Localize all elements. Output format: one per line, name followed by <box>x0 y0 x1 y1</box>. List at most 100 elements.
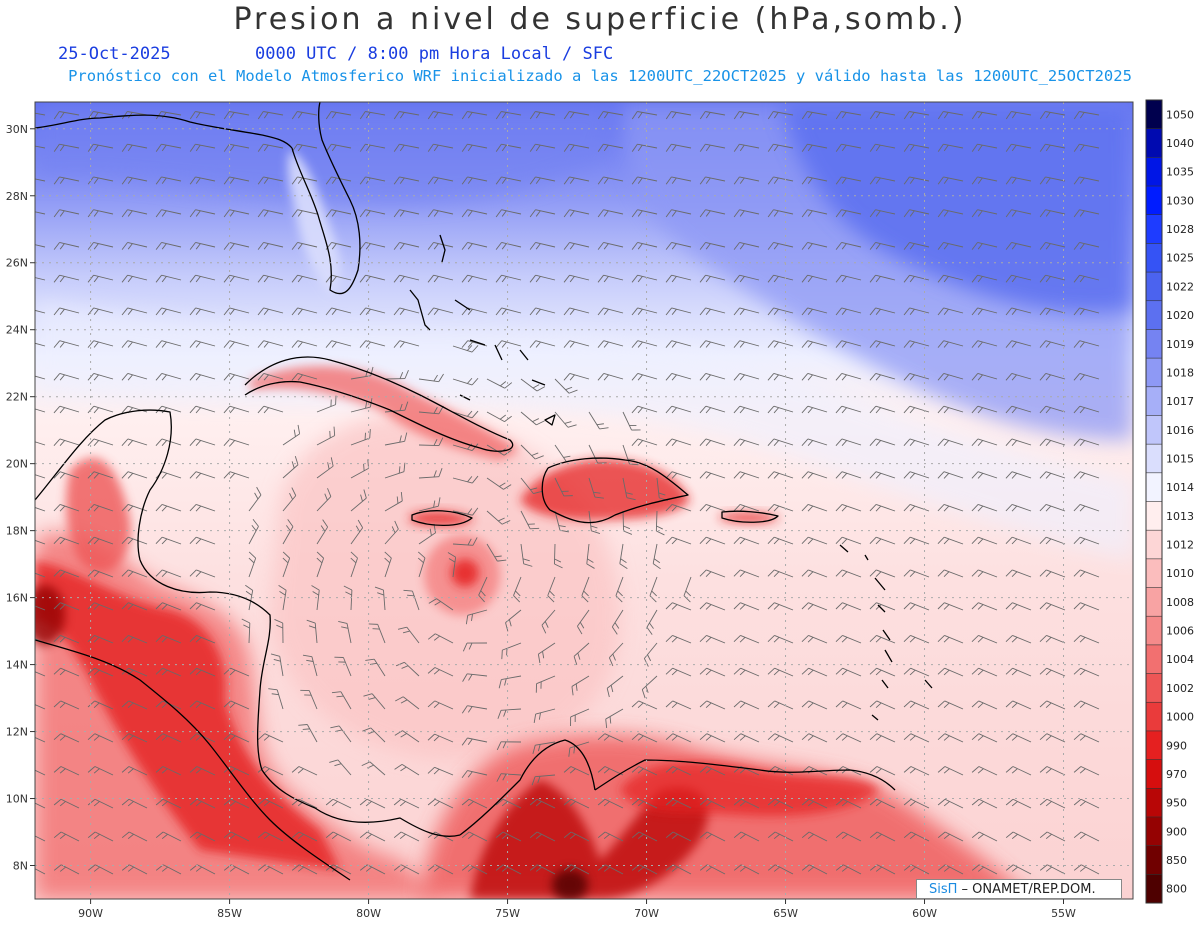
wind-barb-staff <box>943 307 964 314</box>
plot-frame <box>34 101 1134 900</box>
wind-barb-flag <box>1079 407 1085 414</box>
wind-barb-flag <box>513 595 521 603</box>
wind-barb-flag <box>841 407 847 414</box>
wind-barb-flag <box>127 637 134 643</box>
colorbar-swatch <box>1146 730 1162 761</box>
wind-barb-flag <box>161 472 168 479</box>
wind-barb-staff <box>740 602 760 611</box>
wind-barb-staff <box>367 864 386 875</box>
lat-label: 14N <box>6 659 28 672</box>
wind-barb-staff <box>978 569 998 578</box>
wind-barb-flag <box>943 374 949 381</box>
wind-barb-flag <box>26 309 30 314</box>
wind-barb-flag <box>189 438 197 446</box>
wind-barb-flag <box>291 176 298 185</box>
wind-barb-flag <box>368 697 376 700</box>
wind-barb-flag <box>835 340 843 348</box>
wind-barb-staff <box>127 111 148 116</box>
wind-barb-flag <box>1005 340 1013 348</box>
wind-barb-staff <box>306 724 318 743</box>
wind-barb-flag <box>471 475 479 484</box>
colorbar-label: 1025 <box>1166 252 1194 265</box>
wind-barb-flag <box>807 735 814 741</box>
wind-barb-staff <box>808 798 828 809</box>
wind-barb-flag <box>937 111 944 120</box>
wind-barb-staff <box>554 378 570 394</box>
wind-barb-flag <box>807 768 814 774</box>
wind-barb-flag <box>977 407 983 414</box>
wind-barb-flag <box>1011 341 1017 348</box>
wind-barb-staff <box>1079 111 1100 116</box>
wind-barb-flag <box>467 833 474 840</box>
wind-barb-flag <box>671 407 677 414</box>
wind-barb-flag <box>121 864 130 871</box>
wind-barb-flag <box>631 242 638 250</box>
wind-barb-staff <box>401 864 420 875</box>
wind-barb-staff <box>93 504 114 512</box>
wind-barb-staff <box>282 526 294 545</box>
wind-barb-staff <box>467 111 488 116</box>
wind-barb-flag <box>773 637 780 643</box>
wind-barb-staff <box>418 444 440 447</box>
wind-barb-flag <box>365 833 372 840</box>
wind-barb-flag <box>20 439 26 446</box>
wind-barb-flag <box>739 276 745 283</box>
wind-barb-staff <box>263 143 284 149</box>
wind-barb-flag <box>1073 569 1081 577</box>
wind-barb-flag <box>365 658 375 661</box>
wind-barb-flag <box>461 831 470 839</box>
wind-barb-staff <box>127 242 148 248</box>
wind-barb-flag <box>1039 733 1048 741</box>
wind-barb-flag <box>384 551 392 559</box>
wind-barb-flag <box>471 410 479 419</box>
wind-barb-flag <box>87 864 96 871</box>
wind-barb-flag <box>1079 801 1086 807</box>
wind-barb-flag <box>400 766 407 772</box>
wind-barb-flag <box>646 627 653 635</box>
wind-barb-flag <box>943 144 949 152</box>
wind-barb-flag <box>195 472 202 479</box>
wind-barb-flag <box>705 243 711 250</box>
wind-barb-staff <box>467 307 488 314</box>
wind-barb-flag <box>393 798 402 806</box>
wind-barb-flag <box>502 741 507 749</box>
wind-barb-staff <box>1079 176 1100 182</box>
wind-barb-flag <box>869 536 877 544</box>
wind-barb-staff <box>909 176 930 182</box>
wind-barb-staff <box>1011 143 1032 149</box>
wind-barb-flag <box>155 405 163 414</box>
wind-barb-flag <box>433 210 439 217</box>
wind-barb-flag <box>937 602 945 610</box>
wind-barb-staff <box>773 307 794 314</box>
wind-barb-staff <box>230 766 250 776</box>
wind-barb-staff <box>248 622 251 644</box>
wind-barb-staff <box>433 176 454 182</box>
colorbar-label: 1050 <box>1166 108 1194 121</box>
wind-barb-flag <box>943 276 949 283</box>
wind-barb-staff <box>603 209 624 215</box>
wind-barb-flag <box>467 210 473 217</box>
wind-barb-flag <box>835 700 843 708</box>
wind-barb-flag <box>529 864 538 871</box>
wind-barb-flag <box>835 798 844 806</box>
wind-barb-flag <box>399 372 404 379</box>
wind-barb-flag <box>841 702 848 709</box>
wind-barb-flag <box>603 735 610 741</box>
wind-barb-flag <box>59 735 66 741</box>
wind-barb-staff <box>672 667 692 677</box>
wind-barb-flag <box>651 590 658 597</box>
wind-barb-flag <box>26 276 30 282</box>
wind-barb-flag <box>1045 571 1052 577</box>
wind-barb-flag <box>189 602 197 610</box>
wind-barb-staff <box>94 536 114 545</box>
wind-barb-staff <box>943 405 964 413</box>
wind-barb-flag <box>841 144 847 152</box>
wind-barb-flag <box>609 716 612 724</box>
wind-barb-flag <box>433 112 439 119</box>
wind-barb-staff <box>808 569 828 578</box>
wind-barb-flag <box>87 438 95 446</box>
wind-barb-flag <box>535 455 544 460</box>
wind-barb-flag <box>623 530 633 535</box>
wind-barb-flag <box>223 274 230 283</box>
wind-barb-staff <box>1080 798 1100 809</box>
